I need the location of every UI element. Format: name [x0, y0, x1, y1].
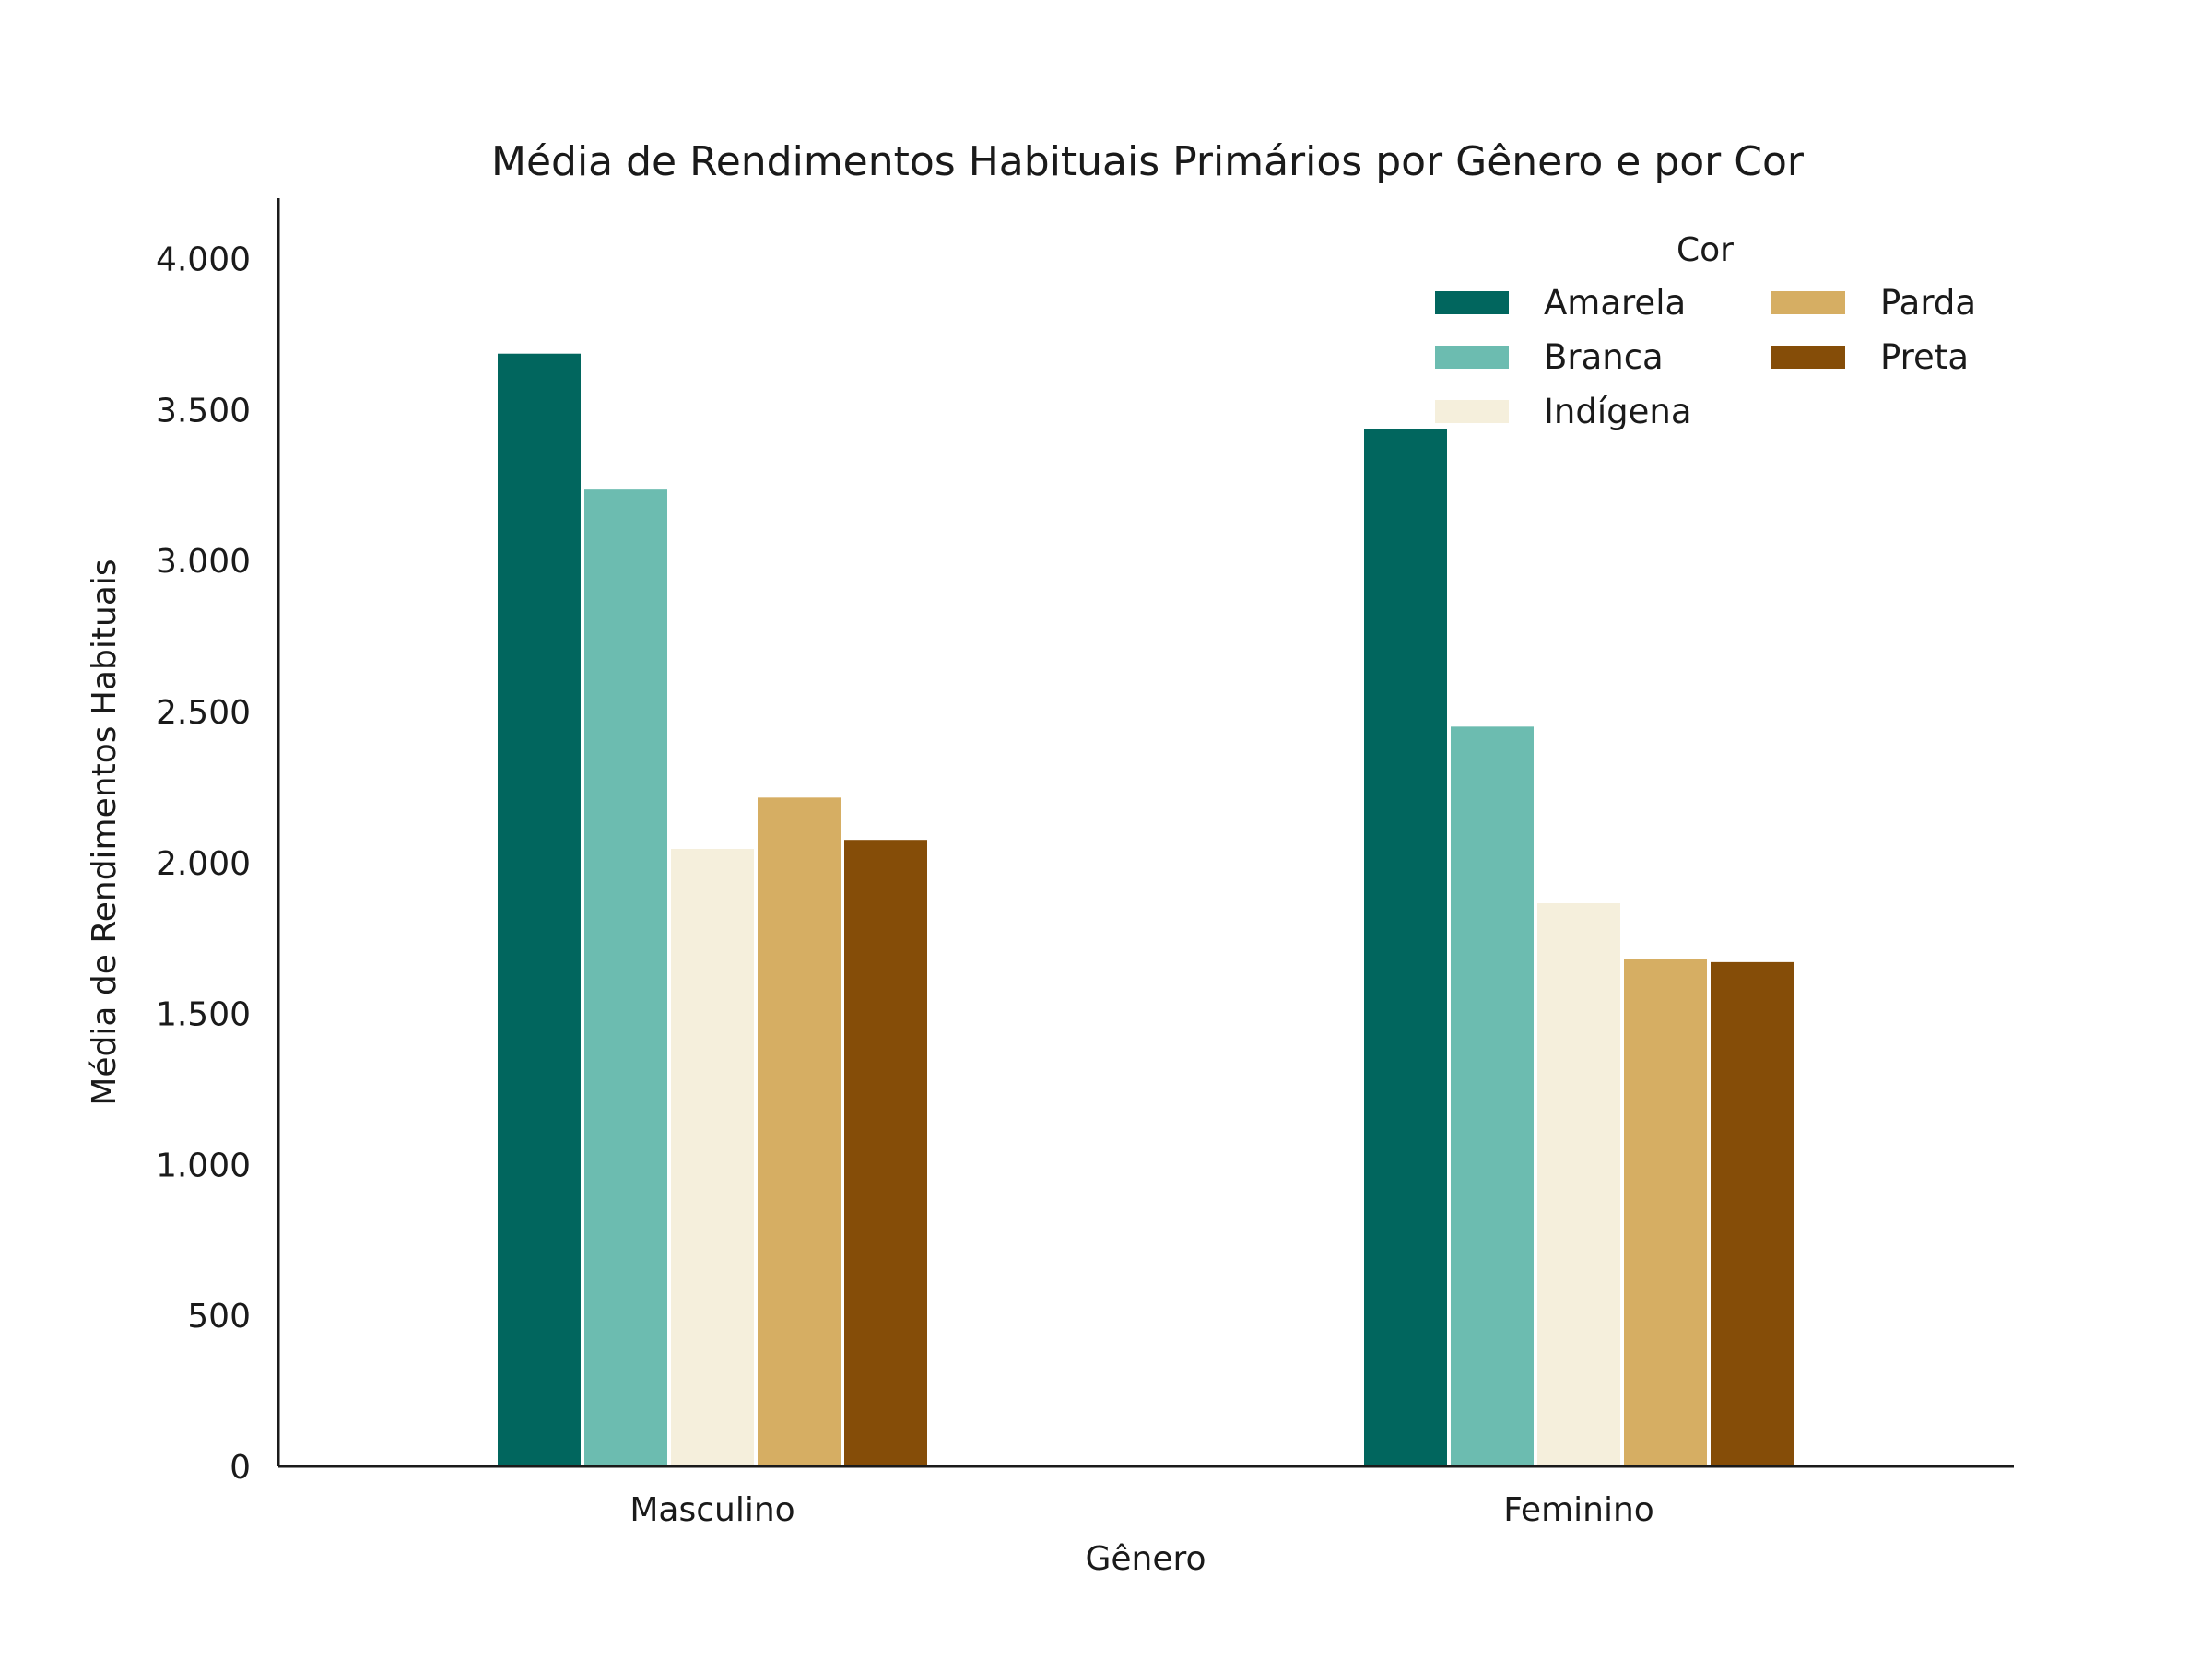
x-tick-label: Masculino	[629, 1491, 794, 1529]
y-tick-label: 2.000	[156, 845, 251, 883]
legend-label-parda: Parda	[1880, 283, 1976, 323]
bar-preta-masculino	[844, 840, 927, 1466]
y-tick-label: 1.500	[156, 996, 251, 1034]
legend-swatch-branca	[1435, 346, 1509, 369]
y-tick-label: 2.500	[156, 694, 251, 732]
bar-branca-feminino	[1451, 726, 1534, 1466]
bar-amarela-masculino	[498, 353, 581, 1466]
bar-preta-feminino	[1711, 961, 1794, 1466]
legend-swatch-indígena	[1435, 400, 1509, 423]
y-tick-label: 0	[229, 1449, 251, 1487]
legend-label-amarela: Amarela	[1544, 283, 1686, 323]
y-tick-label: 1.000	[156, 1147, 251, 1184]
x-ticks: Masculino Feminino	[629, 1491, 1653, 1529]
legend-title: Cor	[1677, 231, 1734, 269]
x-axis-label: Gênero	[1085, 1540, 1206, 1578]
legend-label-indígena: Indígena	[1544, 392, 1692, 431]
legend-swatch-amarela	[1435, 291, 1509, 314]
legend-label-preta: Preta	[1880, 337, 1969, 377]
bar-parda-masculino	[758, 797, 841, 1466]
y-tick-label: 500	[187, 1298, 251, 1335]
bars	[498, 353, 1794, 1467]
bar-amarela-feminino	[1364, 429, 1447, 1467]
x-tick-label: Feminino	[1503, 1491, 1654, 1529]
y-tick-label: 3.500	[156, 392, 251, 429]
bar-parda-feminino	[1624, 959, 1707, 1466]
y-tick-label: 4.000	[156, 241, 251, 279]
bar-indígena-masculino	[671, 849, 754, 1466]
legend-swatch-preta	[1771, 346, 1845, 369]
y-axis-label: Média de Rendimentos Habituais	[86, 559, 124, 1105]
legend: Cor Amarela Branca Indígena Parda Preta	[1435, 231, 1976, 431]
bar-branca-masculino	[584, 489, 667, 1467]
legend-label-branca: Branca	[1544, 337, 1664, 377]
bar-indígena-feminino	[1537, 902, 1620, 1466]
y-tick-label: 3.000	[156, 543, 251, 581]
y-ticks: 0 500 1.000 1.500 2.000 2.500 3.000 3.500 4.000	[156, 241, 251, 1487]
chart-title: Média de Rendimentos Habituais Primários…	[491, 138, 1805, 185]
legend-swatch-parda	[1771, 291, 1845, 314]
